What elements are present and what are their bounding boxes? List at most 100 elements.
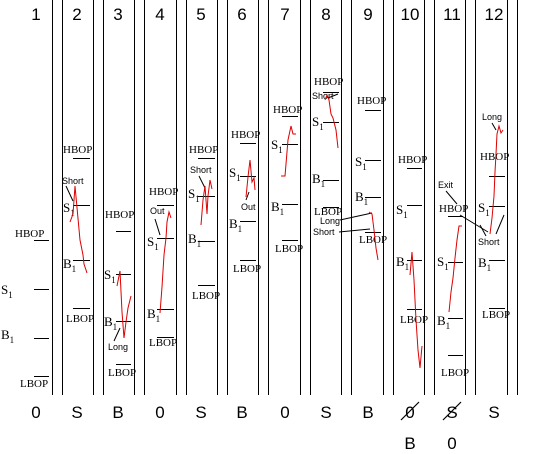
price-line [324,93,339,149]
result-4: 0 [155,403,164,422]
price-line [489,124,504,235]
b1-label: B1 [396,254,409,272]
price-line [200,179,213,226]
price-line [245,159,256,198]
hbop-label: HBOP [63,144,92,156]
hbop-label: HBOP [231,129,260,141]
column-number-6: 6 [237,5,246,24]
column-6-levels: HBOP S1 B1 LBOP Out [229,129,261,275]
lbop-label: LBOP [20,378,48,390]
note-long: Long [320,216,340,226]
lbop-label: LBOP [482,309,510,321]
s1-label: S1 [229,165,241,183]
lbop-label: LBOP [275,243,303,255]
price-line [159,210,172,314]
s1-label: S1 [147,234,159,252]
result-11-replacement: 0 [447,434,456,453]
result-5: S [195,403,206,422]
note-short: Short [478,237,500,247]
b1-label: B1 [355,189,368,207]
hbop-label: HBOP [149,186,178,198]
b1-label: B1 [1,327,14,345]
column-5-levels: HBOP S1 B1 LBOP Short [188,144,220,302]
price-line [448,225,462,313]
column-9-levels: HBOP S1 B1 LBOP Long Short [313,95,387,261]
column-2-levels: HBOP S1 B1 LBOP Short [62,144,94,325]
lbop-label: LBOP [441,367,469,379]
column-number-4: 4 [155,5,164,24]
column-11-levels: Exit HBOP S1 B1 LBOP [437,180,469,379]
lbop-label: LBOP [233,263,261,275]
column-number-2: 2 [72,5,81,24]
result-12: S [488,403,499,422]
column-number-8: 8 [321,5,330,24]
lbop-label: LBOP [359,234,387,246]
column-1-levels: HBOP S1 B1 LBOP [1,228,49,390]
lbop-label: LBOP [314,206,342,218]
s1-label: S1 [271,137,283,155]
b1-label: B1 [188,231,201,249]
column-3-levels: HBOP S1 B1 LBOP Long [104,209,136,379]
note-short: Short [313,227,335,237]
hbop-label: HBOP [314,76,343,88]
s1-label: S1 [104,267,116,285]
result-row: 0 S B 0 S B 0 S B 0 S S B 0 [31,401,500,453]
result-2: S [71,403,82,422]
lbop-label: LBOP [108,367,136,379]
price-line [116,270,132,339]
result-10: 0 [405,403,414,422]
hbop-label: HBOP [189,144,218,156]
b1-label: B1 [104,314,117,332]
result-8: S [320,403,331,422]
b1-label: B1 [478,255,491,273]
strike-mark-11 [442,401,462,421]
s1-label: S1 [63,200,75,218]
price-line [69,185,88,274]
hbop-label: HBOP [105,209,134,221]
result-11: S [446,403,457,422]
note-out: Out [241,202,256,212]
hbop-label: HBOP [480,151,509,163]
lbop-label: LBOP [400,314,428,326]
column-number-12: 12 [485,5,504,24]
note-short: Short [190,165,212,175]
s1-label: S1 [355,154,367,172]
column-number-3: 3 [113,5,122,24]
note-long: Long [108,342,128,352]
result-9: B [362,403,373,422]
price-line [281,125,296,177]
column-number-1: 1 [31,5,40,24]
result-7: 0 [280,403,289,422]
note-long: Long [482,112,502,122]
result-3: B [112,403,123,422]
column-numbers: 1 2 3 4 5 6 7 8 9 10 11 12 [31,5,503,24]
column-number-11: 11 [443,5,461,24]
column-11-arrows [459,214,489,233]
lbop-label: LBOP [66,313,94,325]
column-number-9: 9 [363,5,372,24]
result-1: 0 [31,403,40,422]
lbop-label: LBOP [192,290,220,302]
b1-label: B1 [437,313,450,331]
b1-label: B1 [271,199,284,217]
column-12-levels: Long HBOP S1 B1 LBOP Short [478,112,510,321]
result-10-replacement: B [404,434,415,453]
hbop-label: HBOP [398,154,427,166]
b1-label: B1 [312,171,325,189]
strike-mark-10 [400,401,420,421]
s1-label: S1 [437,254,449,272]
s1-label: S1 [478,200,490,218]
column-number-7: 7 [280,5,289,24]
column-number-5: 5 [196,5,205,24]
column-4-levels: HBOP S1 B1 LBOP Out [147,186,178,349]
note-short: Short [62,176,84,186]
s1-label: S1 [188,186,200,204]
hbop-label: HBOP [357,95,386,107]
note-exit: Exit [438,180,454,190]
price-line [368,211,379,261]
b1-label: B1 [147,306,160,324]
b1-label: B1 [229,216,242,234]
price-line [409,251,423,369]
hbop-label: HBOP [15,228,44,240]
